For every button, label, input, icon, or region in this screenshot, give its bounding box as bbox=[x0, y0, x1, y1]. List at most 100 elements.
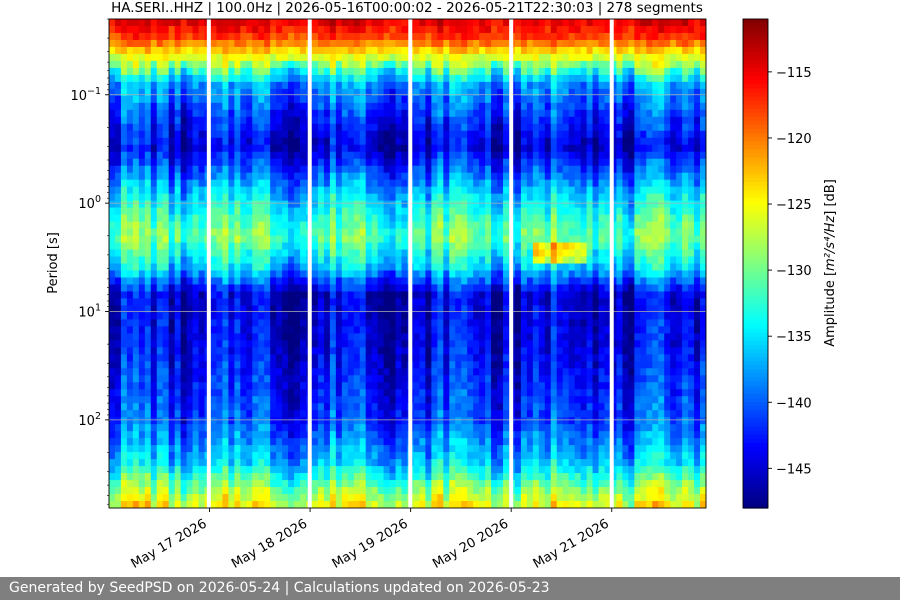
heatmap-cell bbox=[497, 354, 504, 362]
heatmap-cell bbox=[359, 438, 367, 446]
heatmap-cell bbox=[276, 298, 283, 307]
heatmap-cell bbox=[216, 284, 224, 293]
heatmap-cell bbox=[258, 249, 265, 258]
heatmap-cell bbox=[270, 333, 277, 341]
heatmap-cell bbox=[180, 403, 188, 411]
heatmap-cell bbox=[395, 410, 403, 418]
heatmap-cell bbox=[437, 179, 444, 188]
heatmap-cell bbox=[323, 403, 331, 411]
heatmap-cell bbox=[377, 270, 385, 279]
heatmap-cell bbox=[180, 165, 188, 174]
heatmap-cell bbox=[473, 277, 480, 286]
heatmap-cell bbox=[461, 249, 468, 258]
heatmap-cell bbox=[192, 116, 200, 125]
heatmap-cell bbox=[443, 235, 450, 244]
heatmap-cell bbox=[192, 179, 200, 188]
heatmap-cell bbox=[252, 109, 259, 118]
heatmap-cell bbox=[479, 130, 486, 139]
heatmap-cell bbox=[371, 319, 379, 327]
heatmap-cell bbox=[449, 410, 456, 418]
heatmap-cell bbox=[395, 158, 403, 167]
heatmap-cell bbox=[240, 403, 247, 411]
heatmap-cell bbox=[347, 25, 355, 34]
heatmap-cell bbox=[240, 326, 247, 334]
heatmap-cell bbox=[210, 39, 218, 48]
heatmap-cell bbox=[461, 88, 468, 97]
heatmap-cell bbox=[479, 214, 486, 223]
heatmap-cell bbox=[365, 480, 373, 488]
heatmap-cell bbox=[150, 102, 158, 111]
heatmap-cell bbox=[443, 305, 450, 313]
heatmap-cell bbox=[347, 291, 355, 300]
heatmap-cell bbox=[240, 193, 247, 202]
heatmap-cell bbox=[377, 305, 385, 313]
heatmap-cell bbox=[413, 424, 421, 432]
heatmap-cell bbox=[431, 333, 438, 341]
heatmap-cell bbox=[264, 389, 271, 397]
heatmap-cell bbox=[503, 403, 510, 411]
heatmap-cell bbox=[479, 193, 486, 202]
heatmap-cell bbox=[234, 319, 241, 327]
heatmap-cell bbox=[186, 46, 194, 55]
heatmap-cell bbox=[264, 487, 271, 495]
heatmap-cell bbox=[437, 19, 444, 27]
heatmap-cell bbox=[419, 137, 427, 146]
heatmap-cell bbox=[532, 158, 540, 167]
heatmap-cell bbox=[198, 326, 206, 334]
heatmap-cell bbox=[120, 480, 128, 488]
heatmap-cell bbox=[353, 158, 361, 167]
heatmap-cell bbox=[150, 431, 158, 439]
heatmap-cell bbox=[270, 158, 277, 167]
heatmap-cell bbox=[317, 368, 325, 376]
heatmap-cell bbox=[228, 445, 235, 453]
heatmap-cell bbox=[162, 480, 170, 488]
heatmap-cell bbox=[109, 151, 116, 160]
heatmap-cell bbox=[294, 473, 301, 481]
heatmap-cell bbox=[240, 207, 247, 216]
heatmap-cell bbox=[520, 326, 528, 334]
heatmap-cell bbox=[437, 340, 444, 348]
heatmap-cell bbox=[353, 186, 361, 195]
heatmap-cell bbox=[514, 235, 522, 244]
heatmap-cell bbox=[419, 172, 427, 181]
heatmap-cell bbox=[383, 396, 391, 404]
heatmap-cell bbox=[353, 74, 361, 83]
heatmap-cell bbox=[353, 67, 361, 76]
heatmap-cell bbox=[479, 445, 486, 453]
heatmap-cell bbox=[449, 151, 456, 160]
heatmap-cell bbox=[520, 382, 528, 390]
heatmap-cell bbox=[270, 403, 277, 411]
heatmap-cell bbox=[461, 368, 468, 376]
heatmap-cell bbox=[282, 228, 289, 237]
heatmap-cell bbox=[109, 340, 116, 348]
heatmap-cell bbox=[491, 186, 498, 195]
heatmap-cell bbox=[383, 221, 391, 230]
heatmap-cell bbox=[270, 319, 277, 327]
heatmap-cell bbox=[491, 116, 498, 125]
heatmap-cell bbox=[449, 179, 456, 188]
heatmap-cell bbox=[156, 480, 164, 488]
heatmap-cell bbox=[168, 235, 176, 244]
heatmap-cell bbox=[317, 347, 325, 355]
heatmap-cell bbox=[359, 151, 367, 160]
heatmap-cell bbox=[168, 312, 176, 320]
chart-title: HA.SERI..HHZ | 100.0Hz | 2026-05-16T00:0… bbox=[111, 0, 703, 16]
heatmap-cell bbox=[431, 137, 438, 146]
heatmap-cell bbox=[443, 361, 450, 369]
heatmap-cell bbox=[461, 473, 468, 481]
heatmap-cell bbox=[485, 207, 492, 216]
heatmap-cell bbox=[335, 137, 343, 146]
heatmap-cell bbox=[234, 284, 241, 293]
heatmap-cell bbox=[246, 487, 253, 495]
heatmap-cell bbox=[514, 347, 522, 355]
heatmap-cell bbox=[150, 95, 158, 104]
heatmap-cell bbox=[419, 445, 427, 453]
heatmap-cell bbox=[288, 109, 295, 118]
heatmap-cell bbox=[353, 172, 361, 181]
heatmap-cell bbox=[210, 137, 218, 146]
heatmap-cell bbox=[240, 382, 247, 390]
heatmap-cell bbox=[240, 158, 247, 167]
heatmap-cell bbox=[401, 333, 409, 341]
heatmap-cell bbox=[234, 235, 241, 244]
heatmap-cell bbox=[491, 319, 498, 327]
